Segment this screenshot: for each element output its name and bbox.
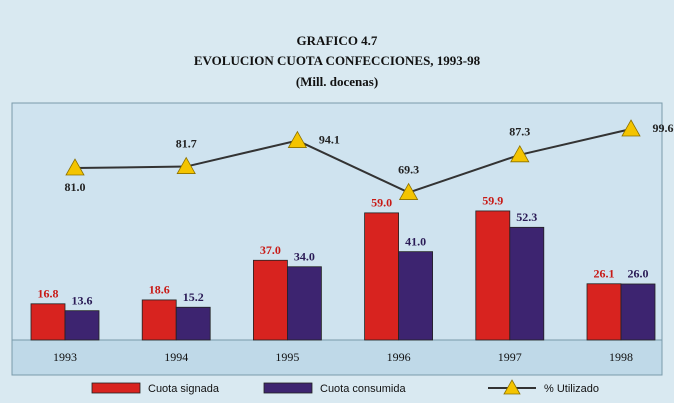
line-marker: [510, 144, 530, 163]
bar: [364, 212, 400, 341]
line-value-label: 81.7: [176, 136, 197, 150]
unit-label: (Mill. docenas): [296, 74, 378, 89]
x-tick-label: 1996: [387, 350, 411, 364]
bar: [64, 310, 100, 341]
bar: [30, 303, 66, 341]
bar: [141, 299, 177, 341]
x-tick-label: 1993: [53, 350, 77, 364]
line-value-label: 87.3: [509, 125, 530, 139]
value-label: 13.6: [72, 293, 93, 307]
bar: [252, 259, 288, 341]
chart-subtitle: EVOLUCION CUOTA CONFECCIONES, 1993-98: [194, 53, 481, 68]
bar: [175, 306, 211, 341]
bar: [509, 226, 545, 341]
value-label: 26.0: [628, 267, 649, 281]
value-label: 16.8: [38, 287, 59, 301]
line-value-label: 99.6: [653, 121, 674, 135]
value-label: 18.6: [149, 283, 170, 297]
value-label: 26.1: [594, 267, 615, 281]
legend-swatch: [91, 382, 141, 394]
legend-swatch: [263, 382, 313, 394]
axis-band: [11, 339, 663, 376]
x-tick-label: 1994: [164, 350, 188, 364]
x-tick-label: 1998: [609, 350, 633, 364]
chart-title: GRAFICO 4.7: [297, 33, 378, 48]
line-marker: [287, 130, 308, 148]
bar: [475, 210, 511, 341]
value-label: 52.3: [516, 210, 537, 224]
legend-label: Cuota consumida: [320, 383, 406, 395]
value-label: 37.0: [260, 243, 281, 257]
value-label: 34.0: [294, 249, 315, 263]
value-label: 59.0: [371, 196, 392, 210]
line-marker: [398, 182, 419, 200]
legend-marker: [503, 379, 521, 395]
value-label: 41.0: [405, 234, 426, 248]
x-tick-label: 1995: [275, 350, 299, 364]
legend-label: % Utilizado: [544, 383, 599, 395]
legend-label: Cuota signada: [148, 383, 220, 395]
line-value-label: 81.0: [65, 180, 86, 194]
line-marker: [621, 119, 641, 137]
line-marker: [65, 158, 85, 176]
line-value-label: 69.3: [398, 162, 419, 176]
bar: [586, 283, 622, 341]
value-label: 15.2: [183, 290, 204, 304]
bar: [398, 251, 434, 341]
line: [74, 128, 632, 194]
line-value-label: 94.1: [319, 132, 340, 146]
bar: [620, 283, 656, 341]
value-label: 59.9: [482, 194, 503, 208]
bar: [286, 266, 322, 341]
x-tick-label: 1997: [498, 350, 522, 364]
line-marker: [176, 156, 196, 174]
plot-area: [11, 102, 663, 341]
